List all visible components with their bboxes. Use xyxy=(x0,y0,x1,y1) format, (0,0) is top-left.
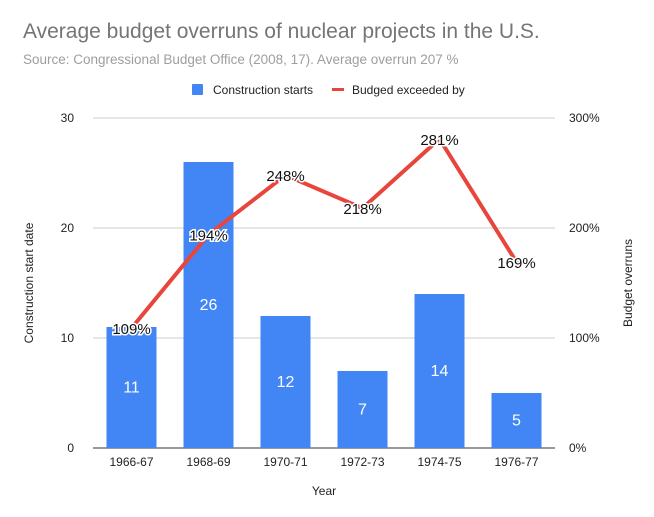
x-tick-label: 1976-77 xyxy=(494,455,538,469)
bar-value-label: 11 xyxy=(123,380,140,397)
y2-tick-label: 100% xyxy=(569,331,600,345)
y2-tick-label: 0% xyxy=(569,441,587,455)
legend-label: Budged exceeded by xyxy=(352,83,465,97)
x-tick-label: 1970-71 xyxy=(263,455,307,469)
chart-subtitle: Source: Congressional Budget Office (200… xyxy=(23,52,459,67)
bar xyxy=(183,162,234,448)
x-tick-label: 1974-75 xyxy=(417,455,461,469)
bar-value-label: 26 xyxy=(200,297,218,314)
y-axis-title: Construction start date xyxy=(22,222,36,343)
line-value-label: 218% xyxy=(343,201,381,218)
x-axis-title: Year xyxy=(312,484,336,498)
chart-title: Average budget overruns of nuclear proje… xyxy=(23,20,540,43)
x-tick-label: 1972-73 xyxy=(340,455,384,469)
bar-value-label: 7 xyxy=(358,402,367,419)
line-value-label: 194% xyxy=(189,228,227,245)
y-tick-label: 30 xyxy=(61,111,75,125)
line-value-label: 109% xyxy=(112,321,150,338)
x-tick-label: 1966-67 xyxy=(109,455,153,469)
y2-tick-label: 200% xyxy=(569,221,600,235)
y2-tick-label: 300% xyxy=(569,111,600,125)
bar-value-label: 14 xyxy=(431,363,449,380)
legend-swatch-bar xyxy=(192,84,203,95)
line-series xyxy=(129,136,519,331)
bar-value-label: 5 xyxy=(512,413,521,430)
y-tick-label: 10 xyxy=(61,331,75,345)
bar xyxy=(260,316,311,448)
bar xyxy=(337,371,388,448)
bar xyxy=(106,327,157,448)
bar-value-label: 12 xyxy=(277,374,295,391)
legend-label: Construction starts xyxy=(213,83,313,97)
bar xyxy=(414,294,465,448)
y-tick-label: 20 xyxy=(61,221,75,235)
line-value-label: 248% xyxy=(266,168,304,185)
line-value-label: 169% xyxy=(497,255,535,272)
bar xyxy=(491,393,542,448)
y-tick-label: 0 xyxy=(67,441,74,455)
line-value-label: 281% xyxy=(420,132,458,149)
x-tick-label: 1968-69 xyxy=(186,455,230,469)
y2-axis-title: Budget overruns xyxy=(621,239,635,327)
